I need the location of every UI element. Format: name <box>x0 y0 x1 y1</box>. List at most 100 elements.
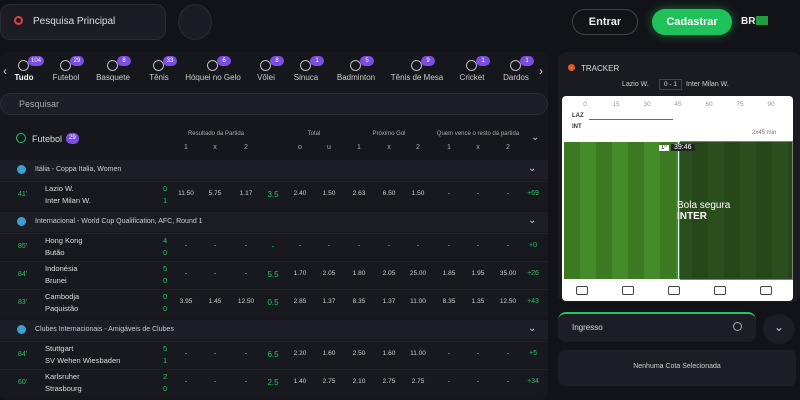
odd[interactable]: - <box>506 350 510 357</box>
odd[interactable]: 1.35 <box>471 298 485 305</box>
sport-icon[interactable] <box>18 60 29 71</box>
expand-button[interactable]: ⌄ <box>763 314 795 344</box>
odd[interactable]: 2.63 <box>352 190 366 197</box>
odd[interactable]: 2.20 <box>293 350 307 357</box>
odd[interactable]: 2.40 <box>293 190 307 197</box>
sport-name[interactable]: Sinuca <box>293 73 319 82</box>
tracker-tab-mic[interactable] <box>760 286 772 295</box>
more-markets[interactable]: +5 <box>529 350 537 357</box>
sport-icon[interactable] <box>350 60 361 71</box>
sport-icon[interactable] <box>260 60 271 71</box>
odd[interactable]: - <box>506 242 510 249</box>
odd[interactable]: 2.85 <box>293 298 307 305</box>
odd[interactable]: - <box>244 242 248 249</box>
match-row[interactable] <box>0 261 548 288</box>
league-toggle[interactable]: ⌄ <box>528 163 537 174</box>
sport-icon[interactable] <box>153 60 164 71</box>
sport-icon[interactable] <box>510 60 521 71</box>
odd[interactable]: - <box>387 242 391 249</box>
odd[interactable]: 1.45 <box>208 298 222 305</box>
login-button[interactable]: Entrar <box>572 9 638 35</box>
sport-name[interactable]: Basquete <box>96 73 130 82</box>
match-row[interactable] <box>0 341 548 368</box>
odd[interactable]: 1.60 <box>382 350 396 357</box>
more-markets[interactable]: +26 <box>527 270 539 277</box>
register-button[interactable]: Cadastrar <box>652 9 732 35</box>
odd[interactable]: 11.00 <box>410 298 426 305</box>
sport-icon[interactable] <box>466 60 477 71</box>
odd[interactable]: - <box>184 242 188 249</box>
odd[interactable]: - <box>476 190 480 197</box>
arrow-left[interactable]: ‹ <box>3 64 7 78</box>
odd[interactable]: 5.75 <box>208 190 222 197</box>
odd[interactable]: - <box>213 270 217 277</box>
odd[interactable]: - <box>213 242 217 249</box>
tracker-tab-chart[interactable] <box>622 286 634 295</box>
sport-name[interactable]: Cricket <box>459 73 485 82</box>
tracker-tab-lineup[interactable] <box>668 286 680 295</box>
odd[interactable]: 11.50 <box>178 190 194 197</box>
league-toggle[interactable]: ⌄ <box>528 323 537 334</box>
more-markets[interactable]: +43 <box>527 298 539 305</box>
odd[interactable]: 1.85 <box>442 270 456 277</box>
odd[interactable]: - <box>447 378 451 385</box>
tracker-tab-table[interactable] <box>714 286 726 295</box>
match-row[interactable] <box>0 289 548 316</box>
settings-icon[interactable] <box>733 322 742 331</box>
odd[interactable]: 2.50 <box>352 350 366 357</box>
odd[interactable]: 8.35 <box>442 298 456 305</box>
odd[interactable]: 1.95 <box>471 270 485 277</box>
sport-icon[interactable] <box>411 60 422 71</box>
mic-button[interactable] <box>178 4 212 40</box>
match-row[interactable] <box>0 181 548 208</box>
odd[interactable]: 12.50 <box>499 298 517 305</box>
sport-name[interactable]: Tênis de Mesa <box>390 73 444 82</box>
odd[interactable]: - <box>416 242 420 249</box>
arrow-right[interactable]: › <box>539 64 543 78</box>
more-markets[interactable]: +0 <box>529 242 537 249</box>
league-toggle[interactable]: ⌄ <box>528 215 537 226</box>
odd[interactable]: - <box>506 190 510 197</box>
odd[interactable]: - <box>357 242 361 249</box>
odd[interactable]: 35.00 <box>499 270 517 277</box>
odd[interactable]: 12.50 <box>237 298 255 305</box>
betslip-bar[interactable] <box>558 312 756 342</box>
odd[interactable]: 1.40 <box>293 378 307 385</box>
odd[interactable]: 25.00 <box>409 270 427 277</box>
odd[interactable]: 2.05 <box>382 270 396 277</box>
odd[interactable]: 1.60 <box>322 350 336 357</box>
search-box[interactable] <box>0 4 166 40</box>
odd[interactable]: - <box>476 378 480 385</box>
odd[interactable]: - <box>213 350 217 357</box>
sport-name[interactable]: Vôlei <box>257 73 275 82</box>
sport-name[interactable]: Tênis <box>149 73 169 82</box>
match-row[interactable] <box>0 233 548 260</box>
odd[interactable]: - <box>447 350 451 357</box>
more-markets[interactable]: +34 <box>527 378 539 385</box>
sport-icon[interactable] <box>300 60 311 71</box>
odd[interactable]: - <box>213 378 217 385</box>
odd[interactable]: 2.75 <box>411 378 425 385</box>
odd[interactable]: - <box>476 242 480 249</box>
sport-name[interactable]: Futebol <box>52 73 80 82</box>
odd[interactable]: - <box>184 350 188 357</box>
sport-icon[interactable] <box>60 60 71 71</box>
odd[interactable]: - <box>327 242 331 249</box>
odd[interactable]: - <box>447 242 451 249</box>
odd[interactable]: 1.50 <box>411 190 425 197</box>
odd[interactable]: - <box>476 350 480 357</box>
sport-name[interactable]: Tudo <box>14 73 34 82</box>
odd[interactable]: 6.50 <box>382 190 396 197</box>
odd[interactable]: 1.17 <box>239 190 253 197</box>
odd[interactable]: 2.05 <box>322 270 336 277</box>
sport-name[interactable]: Dardos <box>503 73 529 82</box>
odd[interactable]: 8.35 <box>352 298 366 305</box>
odd[interactable]: 1.70 <box>293 270 307 277</box>
odd[interactable]: 2.75 <box>382 378 396 385</box>
odd[interactable]: - <box>244 378 248 385</box>
odd[interactable]: 1.37 <box>382 298 396 305</box>
odd[interactable]: - <box>184 270 188 277</box>
odd[interactable]: - <box>447 190 451 197</box>
odd[interactable]: - <box>244 270 248 277</box>
odd[interactable]: - <box>506 378 510 385</box>
